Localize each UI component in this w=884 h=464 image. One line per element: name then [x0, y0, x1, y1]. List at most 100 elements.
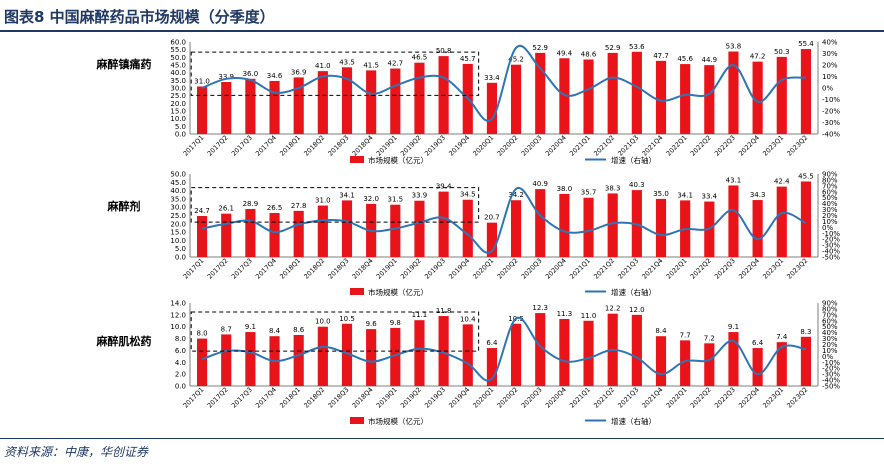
panel1-bar	[535, 52, 546, 134]
panel2-label: 麻醉剂	[107, 199, 141, 213]
panel1-ytick-left: 45.0	[170, 62, 186, 70]
panel2-ytick-left: 30.0	[170, 204, 186, 212]
panel1-ytick-left: 50.0	[170, 54, 186, 62]
panel1-bar-label: 45.2	[508, 56, 524, 64]
panel1-bar-label: 45.7	[460, 55, 476, 63]
panel3-bar	[462, 324, 473, 386]
panel1-ytick-left: 20.0	[170, 100, 186, 108]
panel3-bar	[341, 323, 353, 386]
panel2-bar	[245, 209, 256, 257]
panel2-xtick: 2023Q1	[761, 257, 785, 281]
panel3-bar-label: 9.6	[366, 320, 378, 328]
panel3-bar-label: 8.3	[800, 328, 811, 336]
figure-title: 图表8 中国麻醉药品市场规模（分季度）	[4, 8, 275, 26]
panel2-ytick-right: 20%	[822, 212, 838, 220]
panel3-ytick-left: 4.0	[175, 359, 186, 367]
panel3-bar-label: 7.7	[680, 331, 691, 339]
panel2-ytick-left: 5.0	[175, 245, 186, 253]
panel2-bar-label: 39.4	[436, 183, 452, 191]
panel2-bar	[462, 199, 473, 257]
panel1-bar-label: 45.6	[677, 55, 693, 63]
panel3-highlight-box	[190, 311, 480, 352]
panel3-bar-label: 12.2	[605, 305, 621, 313]
panel2-bar-label: 28.9	[243, 200, 259, 208]
panel3-bar	[221, 334, 232, 386]
panel2-ytick-right: 80%	[822, 176, 838, 184]
panel2-bar	[438, 191, 449, 257]
panel1-bar	[680, 64, 691, 134]
panel3-bar-label: 6.4	[752, 339, 764, 347]
panel2-ytick-right: 40%	[822, 200, 838, 208]
panel3-bar	[680, 340, 691, 386]
panel1-xtick: 2018Q1	[278, 134, 302, 158]
panel2-bar	[511, 200, 522, 257]
panel3-ytick-right: 0%	[822, 353, 833, 361]
panel1-ytick-right: 30%	[822, 50, 838, 58]
panel3-bar	[752, 348, 763, 386]
panel2-xtick: 2019Q4	[447, 257, 471, 281]
panel1-bar-label: 52.9	[605, 44, 621, 52]
panel1-xtick: 2022Q4	[737, 134, 761, 158]
panel1-bar-label: 52.9	[532, 44, 548, 52]
panel3-bar	[655, 336, 667, 386]
panel2-xtick: 2019Q1	[375, 257, 399, 281]
panel1-bar-label: 53.6	[629, 43, 645, 51]
panel1-xtick: 2021Q1	[568, 134, 592, 158]
panel1-xtick: 2018Q4	[351, 134, 375, 158]
panel1-xtick: 2021Q2	[592, 134, 616, 158]
panel3-ytick-right: -10%	[822, 359, 840, 367]
panel1-xtick: 2019Q4	[447, 134, 471, 158]
panel3-xtick: 2022Q1	[665, 386, 689, 410]
panel2-bar	[390, 204, 401, 257]
panel1-bar-label: 36.0	[243, 70, 259, 78]
title-rule	[0, 30, 884, 32]
panel1-bar	[704, 65, 715, 134]
panel3-bar-label: 8.4	[655, 327, 667, 335]
panel2-ytick-right: -40%	[822, 248, 840, 256]
panel1-ytick-left: 5.0	[175, 123, 186, 131]
panel3-xtick: 2020Q1	[471, 386, 495, 410]
panel1-bar-label: 46.5	[412, 54, 428, 62]
source-note: 资料来源：中康，华创证券	[4, 445, 149, 459]
panel1-ytick-right: 0%	[822, 85, 833, 93]
panel1-xtick: 2021Q4	[641, 134, 665, 158]
panel2-xtick: 2019Q3	[423, 257, 447, 281]
panel1-bar-label: 43.5	[339, 58, 355, 66]
panel3-legend-bar-swatch	[350, 417, 364, 424]
panel3-ytick-right: 40%	[822, 329, 838, 337]
panel3-bar-label: 11.0	[581, 312, 597, 320]
panel1-xtick: 2018Q2	[302, 134, 326, 158]
panel3-ytick-left: 8.0	[175, 335, 186, 343]
panel3-bar-label: 11.1	[412, 311, 428, 319]
panel3-ytick-right: 10%	[822, 347, 838, 355]
panel1-xtick: 2023Q1	[761, 134, 785, 158]
panel1-ytick-right: 10%	[822, 73, 838, 81]
panel1-xtick: 2022Q2	[689, 134, 713, 158]
panel2-xtick: 2021Q3	[616, 257, 640, 281]
panel3-ytick-left: 12.0	[170, 311, 186, 319]
panel3-ytick-left: 10.0	[170, 323, 186, 331]
panel1-bar-label: 41.0	[315, 62, 331, 70]
panel2-bar	[269, 213, 280, 257]
panel3-bar-label: 9.1	[245, 323, 256, 331]
panel1-bar	[728, 51, 739, 134]
panel2-bar	[559, 193, 570, 257]
panel1-xtick: 2018Q3	[327, 134, 351, 158]
panel2-bar	[197, 215, 208, 257]
panel2-bar-label: 33.9	[412, 192, 428, 200]
panel1-ytick-right: -30%	[822, 119, 840, 127]
charts-canvas: 麻醉镇痛药0.05.010.015.020.025.030.035.040.04…	[96, 39, 841, 427]
panel2-ytick-right: 70%	[822, 182, 838, 190]
panel1-bar-label: 50.3	[774, 48, 790, 56]
panel3-xtick: 2021Q2	[592, 386, 616, 410]
panel3-ytick-left: 0.0	[175, 383, 186, 391]
panel3-xtick: 2020Q3	[520, 386, 544, 410]
panel2-bar-label: 31.0	[315, 197, 331, 205]
panel2-ytick-right: -20%	[822, 236, 840, 244]
panel3-xtick: 2018Q3	[327, 386, 351, 410]
panel2-xtick: 2017Q2	[206, 257, 230, 281]
panel2-xtick: 2017Q4	[254, 257, 278, 281]
panel3-ytick-left: 14.0	[170, 300, 186, 308]
panel3-bar-label: 11.3	[557, 310, 573, 318]
panel3-xtick: 2022Q3	[713, 386, 737, 410]
